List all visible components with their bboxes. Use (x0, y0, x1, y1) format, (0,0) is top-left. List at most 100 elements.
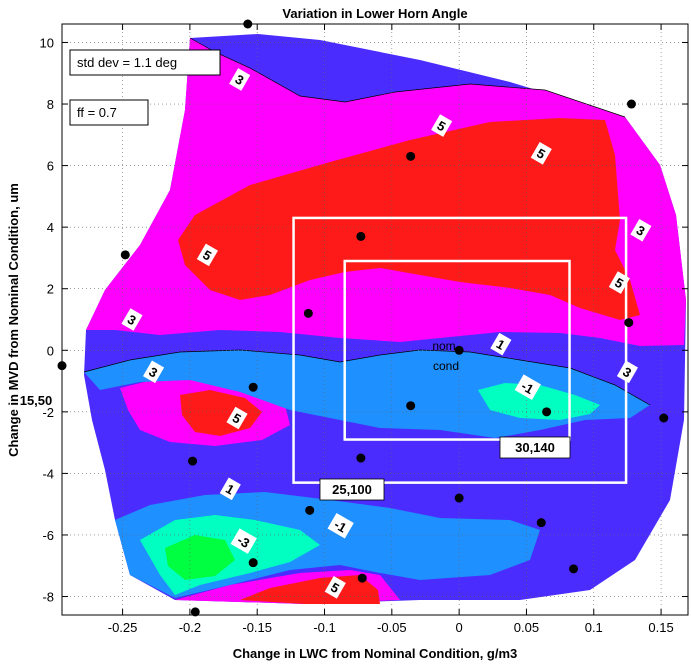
x-tick-label: -0.1 (313, 620, 335, 635)
contour-label: -3 (230, 528, 257, 554)
std-dev-box (69, 49, 221, 76)
box-label-30-140-bg (499, 436, 571, 459)
contour-label: 5 (530, 141, 552, 165)
contour-label: 5 (324, 576, 346, 599)
contour-label: 1 (490, 332, 512, 356)
contour-label: 3 (142, 360, 165, 384)
y-axis-label: Change in MVD from Nominal Condition, um (6, 183, 21, 457)
data-point (626, 99, 636, 109)
data-point (356, 453, 366, 463)
y-tick-label: -6 (42, 528, 54, 543)
contour-label-bg (219, 477, 241, 501)
x-tick-label: 0.1 (585, 620, 603, 635)
box-label-25-100-bg (319, 478, 385, 501)
data-point (248, 382, 258, 392)
point-label-15-50: 15,50 (20, 393, 53, 408)
data-point (569, 564, 579, 574)
contour-label: 3 (121, 308, 143, 331)
ff-box (69, 99, 149, 126)
data-point (188, 456, 198, 466)
x-axis-label: Change in LWC from Nominal Condition, g/… (233, 646, 518, 661)
contour-label: 1 (219, 477, 241, 501)
data-point (120, 250, 130, 260)
contour-label-bg (142, 360, 165, 384)
plot-frame (61, 23, 689, 616)
y-axis-ticks: -8 -6 -4 -2 0 2 4 6 8 10 (40, 35, 688, 605)
contour-label: 3 (229, 68, 251, 91)
data-point (248, 558, 258, 568)
contour-line (189, 37, 626, 118)
data-point (356, 231, 366, 241)
data-points (57, 19, 669, 617)
nom-cond-label-line2: cond (433, 359, 459, 373)
contour-label-bg (530, 141, 552, 165)
contour-label: 5 (196, 243, 218, 267)
y-tick-label: 2 (47, 282, 54, 297)
data-point (454, 493, 464, 503)
y-tick-label: 8 (47, 97, 54, 112)
condition-box (343, 259, 571, 441)
data-point (303, 308, 313, 318)
y-tick-label: -8 (42, 590, 54, 605)
x-tick-label: -0.05 (377, 620, 407, 635)
contour-region-level-above-5 (180, 390, 262, 436)
contour-label: 3 (630, 218, 652, 242)
contour-label: 5 (226, 406, 248, 430)
nom-cond-label-line1: nom (432, 339, 455, 353)
contour-region-level-below-minus3 (165, 535, 235, 580)
data-point (190, 607, 200, 617)
data-point (624, 318, 634, 328)
contour-label-bg (121, 308, 143, 331)
grid-layer (62, 24, 688, 615)
contour-label-bg (630, 218, 652, 242)
contour-label-bg (229, 68, 251, 91)
condition-boxes (292, 216, 628, 484)
x-tick-label: -0.2 (179, 620, 201, 635)
contour-label: 5 (608, 271, 630, 294)
y-tick-label: 4 (47, 220, 54, 235)
condition-box (292, 216, 628, 484)
contour-label-bg (514, 374, 541, 401)
contour-label-bg (226, 406, 248, 430)
x-axis-ticks: -0.25 -0.2 -0.15 -0.1 -0.05 0 0.05 0.1 0.15 (108, 24, 674, 635)
contour-label: 3 (616, 360, 638, 384)
data-point (57, 361, 67, 371)
data-point (659, 413, 669, 423)
contour-label-bg (608, 271, 630, 294)
contour-label-bg (327, 512, 354, 539)
x-tick-label: 0 (456, 620, 463, 635)
y-tick-label: 0 (47, 343, 54, 358)
data-point (305, 505, 315, 515)
contour-label-bg (431, 114, 453, 137)
box-label-25-100: 25,100 (332, 482, 372, 497)
box-label-30-140: 30,140 (515, 440, 555, 455)
data-point (406, 151, 416, 161)
x-tick-label: -0.25 (108, 620, 138, 635)
contour-label-bg (616, 360, 638, 384)
x-tick-label: -0.15 (242, 620, 272, 635)
x-tick-label: 0.05 (514, 620, 539, 635)
contour-label: -1 (327, 512, 354, 539)
data-point (536, 518, 546, 528)
data-point (542, 407, 552, 417)
chart-title: Variation in Lower Horn Angle (282, 6, 467, 21)
data-point (357, 573, 367, 583)
data-point (406, 401, 416, 411)
x-tick-label: 0.15 (648, 620, 673, 635)
contour-label-bg (490, 332, 512, 356)
std-dev-text: std dev = 1.1 deg (77, 55, 177, 70)
y-tick-label: -4 (42, 466, 54, 481)
data-point (454, 345, 464, 355)
y-tick-label: 6 (47, 159, 54, 174)
contour-label: 5 (431, 114, 453, 137)
contour-region-level-minus1-to-1 (84, 350, 650, 438)
contour-label-bg (230, 528, 257, 554)
y-tick-label: 10 (40, 35, 54, 50)
contour-label: -1 (514, 374, 541, 401)
contour-label-bg (324, 576, 346, 599)
y-tick-label: -2 (42, 405, 54, 420)
contour-label-bg (196, 243, 218, 267)
data-point (243, 19, 253, 29)
